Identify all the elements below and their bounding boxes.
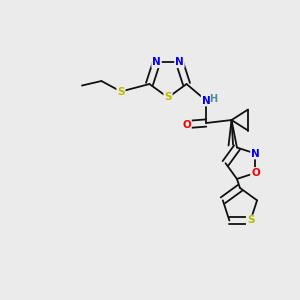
Text: N: N bbox=[251, 148, 260, 158]
Text: O: O bbox=[251, 168, 260, 178]
Text: S: S bbox=[247, 215, 254, 226]
Text: S: S bbox=[117, 86, 125, 97]
Text: S: S bbox=[164, 92, 172, 103]
Text: N: N bbox=[175, 57, 184, 67]
Text: H: H bbox=[209, 94, 217, 104]
Text: O: O bbox=[182, 119, 191, 130]
Text: N: N bbox=[152, 57, 161, 67]
Text: N: N bbox=[202, 95, 210, 106]
